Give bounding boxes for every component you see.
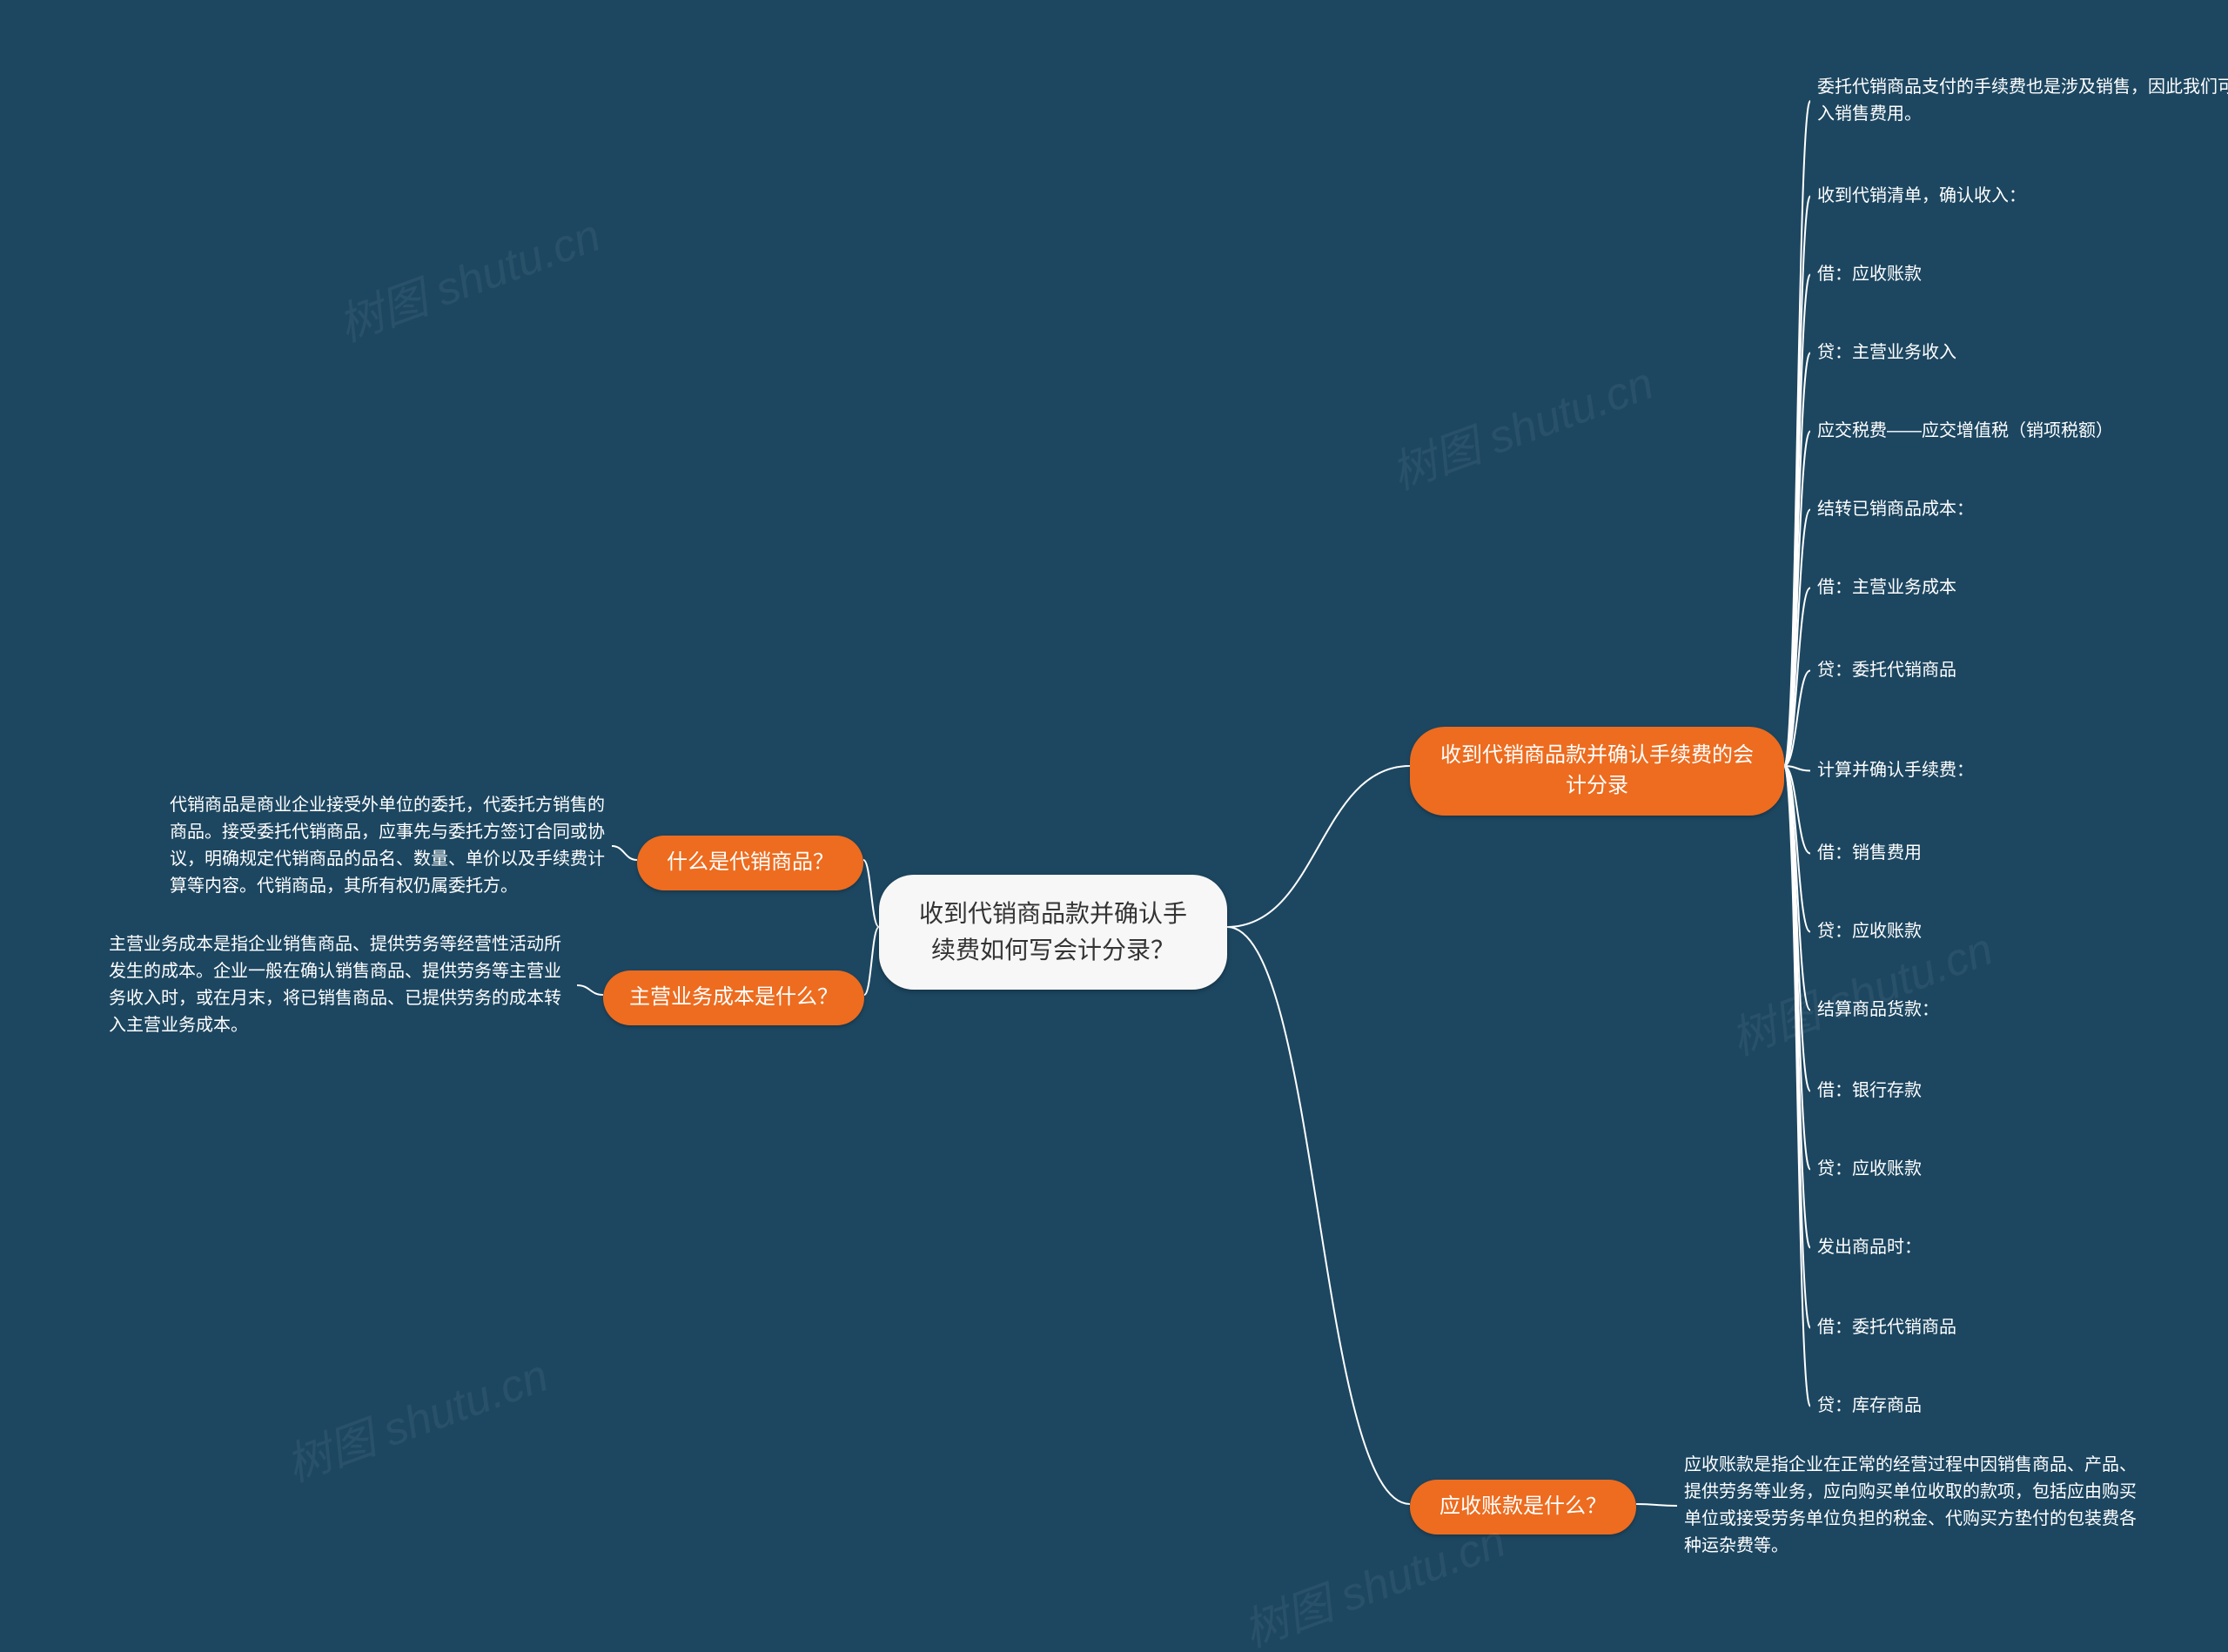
center-node[interactable]: 收到代销商品款并确认手续费如何写会计分录？: [879, 875, 1227, 990]
leaf-node: 借：应收账款: [1817, 261, 2078, 288]
leaf-node: 贷：应收账款: [1817, 1156, 2078, 1183]
branch-label: 什么是代销商品？: [667, 850, 834, 874]
leaf-node: 发出商品时：: [1817, 1234, 2078, 1261]
watermark: 树图 shutu.cn: [276, 1339, 556, 1494]
leaf-node: 借：主营业务成本: [1817, 574, 2078, 601]
leaf-node: 主营业务成本是指企业销售商品、提供劳务等经营性活动所发生的成本。企业一般在确认销…: [109, 931, 570, 1039]
branch-label: 主营业务成本是什么？: [629, 985, 838, 1009]
branch-node[interactable]: 什么是代销商品？: [637, 836, 863, 890]
leaf-node: 贷：主营业务收入: [1817, 339, 2078, 366]
leaf-node: 结算商品货款：: [1817, 997, 2078, 1024]
leaf-node: 借：销售费用: [1817, 840, 2078, 867]
leaf-node: 借：委托代销商品: [1817, 1314, 2078, 1341]
leaf-node: 收到代销清单，确认收入：: [1817, 183, 2165, 210]
leaf-node: 代销商品是商业企业接受外单位的委托，代委托方销售的商品。接受委托代销商品，应事先…: [170, 792, 605, 900]
watermark: 树图 shutu.cn: [1381, 346, 1661, 501]
leaf-node: 贷：委托代销商品: [1817, 657, 2078, 684]
leaf-node: 结转已销商品成本：: [1817, 496, 2078, 523]
leaf-node: 应交税费——应交增值税（销项税额）: [1817, 418, 2183, 445]
branch-label: 收到代销商品款并确认手续费的会计分录: [1440, 743, 1754, 797]
leaf-node: 委托代销商品支付的手续费也是涉及销售，因此我们可以计入销售费用。: [1817, 74, 2228, 128]
watermark: 树图 shutu.cn: [328, 198, 608, 353]
branch-node[interactable]: 收到代销商品款并确认手续费的会计分录: [1410, 727, 1784, 816]
leaf-node: 计算并确认手续费：: [1817, 757, 2078, 784]
branch-node[interactable]: 主营业务成本是什么？: [603, 970, 864, 1025]
leaf-node: 贷：应收账款: [1817, 918, 2078, 945]
leaf-node: 贷：库存商品: [1817, 1393, 2078, 1420]
leaf-node: 借：银行存款: [1817, 1078, 2078, 1105]
branch-node[interactable]: 应收账款是什么？: [1410, 1480, 1636, 1534]
branch-label: 应收账款是什么？: [1439, 1494, 1607, 1518]
center-node-label: 收到代销商品款并确认手续费如何写会计分录？: [919, 900, 1187, 964]
leaf-node: 应收账款是指企业在正常的经营过程中因销售商品、产品、提供劳务等业务，应向购买单位…: [1684, 1452, 2145, 1560]
